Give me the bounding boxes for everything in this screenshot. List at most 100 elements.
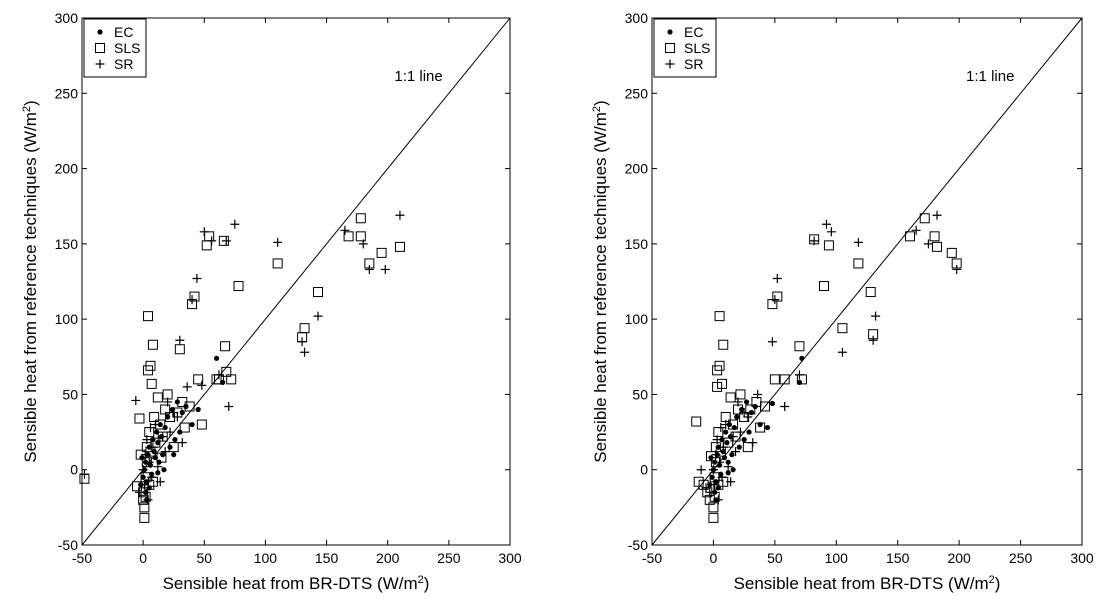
data-point-sls	[204, 231, 215, 242]
data-point-sls	[760, 401, 771, 412]
data-point-ec	[729, 452, 735, 458]
data-point-sr	[728, 432, 738, 442]
data-point-sls	[184, 401, 195, 412]
data-point-sr	[748, 438, 758, 448]
data-point-sls	[713, 427, 724, 438]
data-point-sr	[139, 480, 149, 490]
data-point-sls	[755, 422, 766, 433]
data-point-sls	[714, 311, 725, 322]
y-ticks-right: -50 0 50 100 150 200 250 300	[625, 10, 1082, 553]
data-point-sls	[152, 392, 163, 403]
y-tick-label: 50	[632, 386, 648, 402]
data-point-sls	[168, 442, 179, 453]
data-point-sr	[364, 264, 374, 274]
data-point-ec	[172, 437, 178, 443]
data-point-sr	[735, 427, 745, 437]
x-tick-label: 100	[825, 550, 849, 566]
data-point-sr	[297, 337, 307, 347]
data-point-sr	[710, 480, 720, 490]
data-point-sr	[395, 210, 405, 220]
data-point-sr	[207, 236, 217, 246]
data-point-sr	[721, 420, 731, 430]
data-point-sr	[853, 237, 863, 247]
data-point-sr	[79, 469, 89, 479]
data-point-sr	[150, 420, 160, 430]
right-scatter-panel: 1:1 line -50 0 50 100 150 200 250 300 -50 0 50 100…	[591, 10, 1094, 593]
data-point-ec	[725, 459, 731, 465]
y-tick-label: 150	[55, 236, 79, 252]
data-point-sls	[946, 247, 957, 258]
data-point-ec	[161, 467, 167, 473]
data-point-sr	[177, 438, 187, 448]
data-point-ec	[155, 470, 161, 476]
data-point-sls	[139, 502, 150, 513]
data-point-sls	[742, 442, 753, 453]
data-point-sr	[753, 389, 763, 399]
data-point-ec	[171, 452, 177, 458]
data-point-sls	[394, 241, 405, 252]
data-point-sr	[165, 427, 175, 437]
data-point-sr	[147, 472, 157, 482]
data-point-sls	[772, 291, 783, 302]
data-point-sls	[140, 491, 151, 502]
data-point-sr	[197, 380, 207, 390]
plot-frame-right	[651, 17, 1083, 546]
y-tick-label: 250	[55, 85, 79, 101]
data-point-sr	[224, 401, 234, 411]
data-point-sr	[772, 273, 782, 283]
data-point-sls	[725, 392, 736, 403]
data-point-sr	[138, 465, 148, 475]
data-point-sls	[146, 378, 157, 389]
x-tick-label: -50	[72, 550, 92, 566]
data-point-ec	[195, 406, 201, 413]
data-point-ec	[165, 414, 171, 420]
data-point-sls	[355, 213, 366, 224]
data-point-sr	[148, 442, 158, 452]
data-point-sr	[712, 435, 722, 445]
data-point-sr	[192, 273, 202, 283]
legend-label-sls-left: SLS	[114, 40, 140, 56]
data-point-ec	[741, 437, 747, 443]
data-point-sls	[717, 378, 728, 389]
x-tick-label: 250	[1009, 550, 1033, 566]
data-point-sls	[147, 339, 158, 350]
data-point-sr	[380, 264, 390, 274]
data-point-sr	[708, 465, 718, 475]
data-point-sls	[691, 416, 702, 427]
data-point-sls	[853, 258, 864, 269]
data-point-ec	[769, 400, 776, 407]
x-tick-label: -50	[642, 550, 662, 566]
data-point-sls	[174, 344, 185, 355]
data-point-sr	[821, 219, 831, 229]
data-point-sr	[716, 423, 726, 433]
data-point-sr	[739, 407, 749, 417]
data-point-sls	[714, 360, 725, 371]
data-point-ec	[799, 355, 805, 361]
data-point-sls	[919, 213, 930, 224]
data-point-sr	[141, 450, 151, 460]
data-point-sr	[826, 227, 836, 237]
data-point-sr	[932, 210, 942, 220]
data-point-sr	[713, 495, 723, 505]
x-tick-label: 50	[767, 550, 783, 566]
data-point-sr	[701, 483, 711, 493]
data-point-ec	[157, 421, 163, 428]
data-point-sr	[726, 477, 736, 487]
x-tick-label: 300	[498, 550, 522, 566]
data-point-sr	[952, 264, 962, 274]
data-point-ec	[744, 399, 750, 405]
data-point-sr	[743, 412, 753, 422]
data-point-sr	[911, 225, 921, 235]
data-point-sr	[696, 465, 706, 475]
data-point-sls	[905, 231, 915, 242]
data-point-sr	[809, 236, 819, 246]
legend-marker-ec	[97, 29, 103, 35]
data-point-sr	[153, 462, 163, 472]
legend-marker-sls	[665, 43, 675, 53]
data-point-sls	[226, 374, 237, 385]
x-tick-label: 200	[947, 550, 971, 566]
data-point-sls	[196, 419, 207, 430]
data-point-sr	[273, 237, 283, 247]
legend-label-ec-left: EC	[114, 24, 133, 40]
